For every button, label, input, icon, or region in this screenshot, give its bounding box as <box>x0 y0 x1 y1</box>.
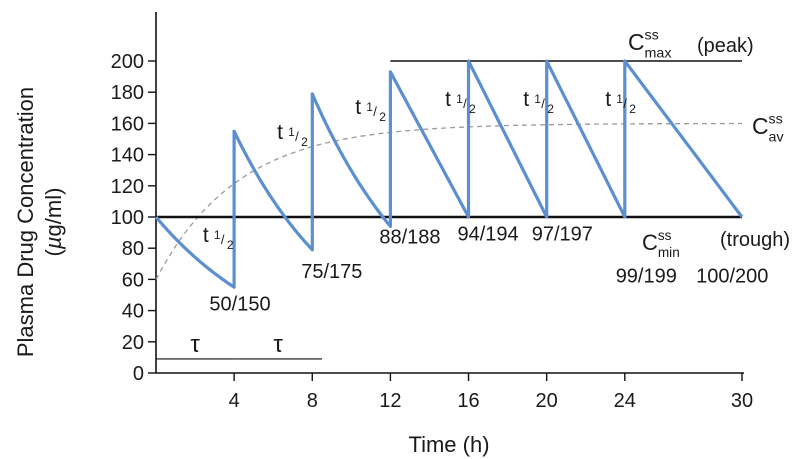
half-life-label: t 1/2 <box>523 88 554 116</box>
y-tick-label: 40 <box>122 301 144 323</box>
svg-text:max: max <box>645 45 672 61</box>
svg-text:2: 2 <box>469 102 476 116</box>
half-life-label: t 1/2 <box>445 88 476 116</box>
svg-text:1: 1 <box>456 92 463 106</box>
svg-text:t: t <box>203 224 209 247</box>
svg-text:2: 2 <box>547 102 554 116</box>
x-tick-label: 4 <box>229 390 240 412</box>
svg-text:av: av <box>769 129 785 145</box>
y-tick-label: 100 <box>111 207 144 229</box>
y-tick-label: 80 <box>122 238 144 260</box>
y-tick-label: 200 <box>111 51 144 73</box>
svg-text:1: 1 <box>366 100 373 114</box>
svg-text:t: t <box>355 96 361 119</box>
svg-text:2: 2 <box>301 135 308 149</box>
x-tick-label: 16 <box>457 390 479 412</box>
x-tick-label: 12 <box>379 390 401 412</box>
trough-value-label: 88/188 <box>379 227 440 249</box>
y-tick-label: 20 <box>122 332 144 354</box>
svg-text:/: / <box>221 232 225 247</box>
trough-value-label: 75/175 <box>301 261 362 283</box>
y-axis-unit-label: (µg/ml) <box>41 188 66 257</box>
x-axis-label: Time (h) <box>408 432 489 457</box>
tau-label: τ <box>190 331 200 358</box>
half-life-label: t 1/2 <box>355 96 386 124</box>
svg-text:1: 1 <box>534 92 541 106</box>
x-tick-label: 20 <box>536 390 558 412</box>
svg-text:C: C <box>642 230 658 255</box>
svg-text:2: 2 <box>629 102 636 116</box>
y-tick-label: 120 <box>111 176 144 198</box>
trough-value-label: 94/194 <box>457 223 518 245</box>
svg-text:/: / <box>541 96 545 111</box>
peak-label: (peak) <box>697 35 754 57</box>
y-tick-label: 0 <box>133 363 144 385</box>
half-life-label: t 1/2 <box>277 121 308 149</box>
svg-text:ss: ss <box>769 112 783 128</box>
half-life-label: t 1/2 <box>605 88 636 116</box>
x-tick-label: 8 <box>307 390 318 412</box>
svg-text:t: t <box>277 121 283 144</box>
x-tick-label: 24 <box>614 390 636 412</box>
plot-area <box>154 59 744 289</box>
svg-text:ss: ss <box>658 228 672 243</box>
svg-text:C: C <box>628 29 645 55</box>
average-concentration-curve <box>155 122 742 280</box>
svg-text:t: t <box>605 88 611 111</box>
trough-value-label: 100/200 <box>696 266 768 288</box>
svg-text:2: 2 <box>227 238 234 252</box>
trough-value-label: 50/150 <box>209 294 270 316</box>
trough-value-label: 99/199 <box>616 266 677 288</box>
y-tick-label: 140 <box>111 145 144 167</box>
concentration-series-line <box>154 59 744 289</box>
y-tick-label: 160 <box>111 113 144 135</box>
y-axis-label: Plasma Drug Concentration <box>13 87 38 357</box>
svg-text:/: / <box>373 104 377 119</box>
y-tick-label: 180 <box>111 82 144 104</box>
tau-label: τ <box>273 331 283 358</box>
trough-value-label: 97/197 <box>532 223 593 245</box>
svg-text:/: / <box>295 129 299 144</box>
x-tick-label: 30 <box>731 390 753 412</box>
svg-text:min: min <box>658 245 680 260</box>
svg-text:1: 1 <box>214 228 221 242</box>
half-life-label: t 1/2 <box>203 224 234 252</box>
svg-text:1: 1 <box>288 125 295 139</box>
svg-text:t: t <box>523 88 529 111</box>
svg-text:/: / <box>463 96 467 111</box>
trough-word-label: (trough) <box>720 229 790 251</box>
svg-text:2: 2 <box>379 110 386 124</box>
y-tick-label: 60 <box>122 269 144 291</box>
svg-text:t: t <box>445 88 451 111</box>
svg-text:ss: ss <box>645 28 659 44</box>
annotations: τ τt 1/2t 1/2t 1/2t 1/2 t 1/2 t 1/250/15075/17588… <box>156 28 790 360</box>
svg-text:C: C <box>752 113 769 139</box>
svg-text:1: 1 <box>616 92 623 106</box>
svg-text:/: / <box>623 96 627 111</box>
